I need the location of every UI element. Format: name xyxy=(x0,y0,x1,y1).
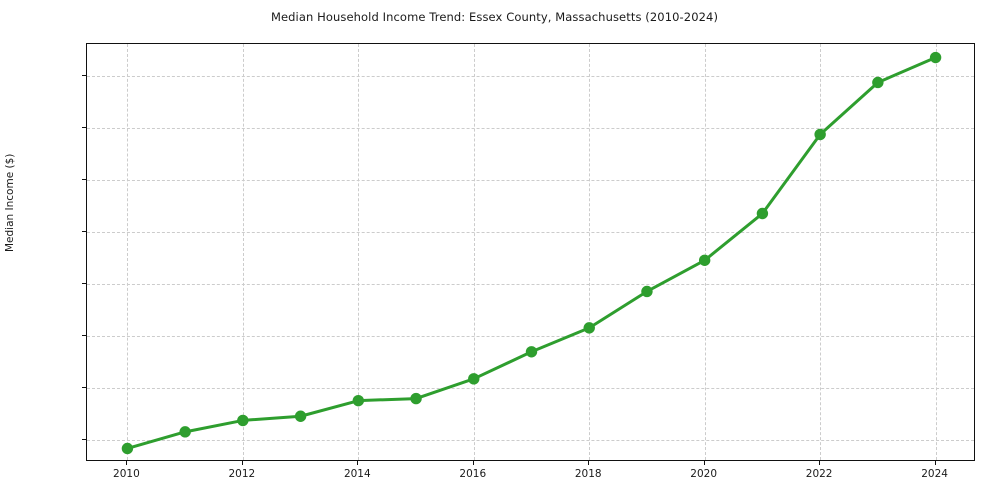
y-tick-mark xyxy=(82,335,86,337)
gridline-vertical xyxy=(935,44,937,460)
y-tick-mark xyxy=(82,231,86,233)
gridline-horizontal xyxy=(87,284,974,286)
data-point-marker xyxy=(756,207,769,220)
y-tick-mark xyxy=(82,75,86,77)
gridline-horizontal xyxy=(87,336,974,338)
gridline-vertical xyxy=(358,44,360,460)
income-trend-markers xyxy=(121,51,942,455)
data-point-marker xyxy=(179,426,191,438)
x-tick-mark xyxy=(241,461,243,465)
gridline-vertical xyxy=(473,44,475,460)
data-point-marker xyxy=(583,322,595,334)
y-tick-mark xyxy=(82,283,86,285)
gridline-vertical xyxy=(820,44,822,460)
x-tick-label: 2010 xyxy=(113,468,140,480)
y-tick-mark xyxy=(82,179,86,181)
x-tick-label: 2016 xyxy=(459,468,487,480)
data-point-marker xyxy=(525,346,538,358)
data-point-marker xyxy=(698,254,711,266)
y-tick-mark xyxy=(82,439,86,441)
x-tick-label: 2020 xyxy=(690,468,718,480)
x-tick-label: 2012 xyxy=(228,468,256,480)
data-point-marker xyxy=(352,394,365,407)
gridline-horizontal xyxy=(87,232,974,234)
x-tick-label: 2018 xyxy=(574,468,602,480)
gridline-vertical xyxy=(242,44,244,460)
x-tick-mark xyxy=(703,461,705,465)
x-tick-label: 2022 xyxy=(805,468,833,480)
x-tick-label: 2014 xyxy=(343,468,371,480)
chart-title: Median Household Income Trend: Essex Cou… xyxy=(270,10,719,24)
gridline-horizontal xyxy=(87,388,974,390)
x-tick-mark xyxy=(819,461,821,465)
x-tick-mark xyxy=(588,461,590,465)
gridline-horizontal xyxy=(87,76,974,78)
gridline-vertical xyxy=(589,44,591,460)
data-point-marker xyxy=(237,414,249,427)
data-point-marker xyxy=(872,76,884,89)
data-point-marker xyxy=(929,51,942,64)
data-point-marker xyxy=(410,392,422,405)
data-point-marker xyxy=(121,442,134,455)
x-tick-mark xyxy=(934,461,936,465)
income-trend-line xyxy=(125,56,938,450)
x-tick-mark xyxy=(126,461,128,465)
gridline-horizontal xyxy=(87,128,974,130)
data-series-layer xyxy=(121,51,942,455)
data-point-marker xyxy=(641,285,653,298)
plot-area xyxy=(86,43,975,461)
x-tick-mark xyxy=(472,461,474,465)
y-tick-mark xyxy=(82,387,86,389)
gridline-horizontal xyxy=(87,180,974,182)
gridline-vertical xyxy=(127,44,129,460)
y-axis-label: Median Income ($) xyxy=(4,153,16,252)
gridline-horizontal xyxy=(87,440,974,442)
data-point-marker xyxy=(294,410,307,422)
y-tick-mark xyxy=(82,127,86,129)
x-tick-mark xyxy=(357,461,359,465)
gridline-vertical xyxy=(704,44,706,460)
data-point-marker xyxy=(468,373,480,385)
x-tick-label: 2024 xyxy=(921,468,948,480)
data-point-marker xyxy=(814,128,826,141)
